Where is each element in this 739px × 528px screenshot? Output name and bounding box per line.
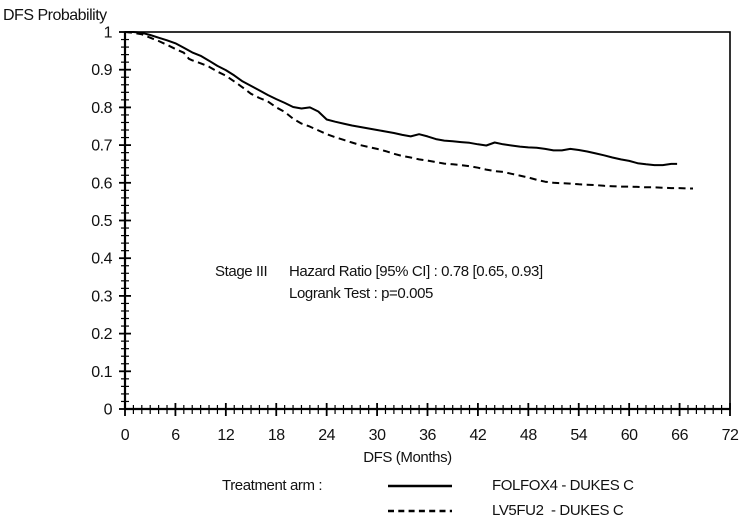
y-tick-label: 0	[104, 402, 113, 419]
legend-item-folfox4: FOLFOX4 - DUKES C	[492, 477, 634, 494]
y-tick-label: 1	[104, 25, 113, 42]
x-tick-label: 36	[419, 427, 436, 444]
curve-lv5fu2	[124, 31, 693, 190]
x-tick-label: 54	[570, 427, 587, 444]
x-tick-label: 24	[318, 427, 335, 444]
y-tick-label: 0.5	[91, 213, 112, 230]
y-tick-label: 0.2	[91, 326, 112, 343]
x-tick-label: 30	[369, 427, 386, 444]
y-tick-label: 0.6	[91, 175, 112, 192]
x-axis-title: DFS (Months)	[363, 449, 452, 466]
plot-border	[124, 31, 731, 410]
x-tick-label: 18	[268, 427, 285, 444]
y-axis-title: DFS Probability	[3, 7, 107, 24]
curve-folfox4	[125, 31, 678, 167]
legend-item-lv5fu2: LV5FU2 - DUKES C	[492, 502, 624, 519]
x-tick-label: 72	[722, 427, 739, 444]
y-tick-label: 0.7	[91, 138, 112, 155]
x-tick-label: 60	[621, 427, 638, 444]
y-tick-label: 0.9	[91, 62, 112, 79]
x-tick-label: 0	[121, 427, 130, 444]
legend-line-dashed-icon	[388, 509, 452, 513]
legend-line-solid-icon	[388, 484, 452, 488]
annotation-hazard-ratio: Hazard Ratio [95% CI] : 0.78 [0.65, 0.93…	[289, 263, 543, 280]
annotation-logrank: Logrank Test : p=0.005	[289, 285, 433, 302]
x-tick-label: 66	[671, 427, 688, 444]
y-tick-label: 0.4	[91, 251, 112, 268]
y-tick-label: 0.3	[91, 288, 112, 305]
x-tick-label: 6	[171, 427, 180, 444]
legend-title: Treatment arm :	[222, 477, 323, 494]
y-tick-label: 0.8	[91, 100, 112, 117]
annotation-stage: Stage III	[215, 263, 268, 280]
x-tick-label: 48	[520, 427, 537, 444]
x-tick-label: 42	[470, 427, 487, 444]
x-tick-label: 12	[217, 427, 234, 444]
y-tick-label: 0.1	[91, 364, 112, 381]
